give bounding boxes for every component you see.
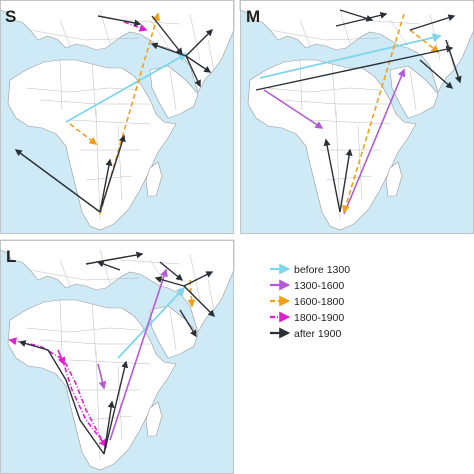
arrow — [183, 271, 214, 287]
arrow — [339, 9, 374, 22]
panel-letter-l: L — [6, 247, 16, 266]
arrow — [185, 55, 201, 88]
legend: before 1300 1300-1600 1600-1800 1800-190… — [270, 263, 350, 340]
legend-label: 1300-1600 — [294, 280, 344, 292]
arrow — [69, 123, 98, 145]
arrow — [187, 279, 196, 308]
arrow — [96, 260, 121, 271]
arrow — [179, 309, 197, 338]
arrow — [85, 251, 144, 265]
panel-m-arrows — [255, 9, 462, 215]
panel-s: S — [0, 0, 235, 235]
panel-l: L — [0, 239, 235, 474]
arrow — [409, 29, 440, 53]
arrow — [117, 286, 186, 359]
arrow — [343, 68, 406, 215]
arrow — [99, 134, 126, 213]
arrow — [99, 158, 113, 213]
panel-s-arrows — [14, 12, 213, 215]
arrow — [185, 55, 212, 73]
arrow — [335, 11, 388, 27]
arrow — [154, 276, 185, 287]
legend-item-before-1300: before 1300 — [270, 263, 350, 276]
arrow — [259, 33, 442, 79]
panel-l-arrows — [8, 251, 215, 455]
legend-item-1800-1900: 1800-1900 — [270, 311, 344, 324]
arrow — [185, 29, 213, 57]
arrow — [103, 400, 115, 455]
arrow — [18, 340, 105, 455]
legend-item-after-1900: after 1900 — [270, 327, 341, 340]
panel-letter-s: S — [5, 7, 16, 26]
arrow — [342, 13, 405, 214]
arrow — [263, 89, 324, 129]
panel-m: M — [239, 0, 474, 235]
arrow — [65, 53, 188, 123]
legend-label: before 1300 — [294, 264, 350, 276]
arrow — [409, 14, 456, 31]
legend-label: 1600-1800 — [294, 296, 344, 308]
arrow — [109, 268, 168, 441]
arrow — [14, 149, 101, 213]
legend-item-1300-1600: 1300-1600 — [270, 279, 344, 292]
arrow — [339, 148, 353, 213]
arrow — [159, 261, 184, 281]
arrow — [57, 349, 66, 366]
arrow — [183, 285, 215, 317]
arrow — [445, 39, 462, 84]
arrow — [97, 15, 142, 27]
legend-label: after 1900 — [294, 328, 341, 340]
panel-letter-m: M — [246, 7, 260, 26]
arrow — [151, 15, 183, 56]
arrow — [255, 45, 454, 91]
arrow — [323, 138, 341, 213]
arrow — [61, 357, 107, 448]
arrow — [103, 360, 129, 455]
legend-label: 1800-1900 — [294, 312, 344, 324]
arrow — [97, 363, 107, 390]
legend-item-1600-1800: 1600-1800 — [270, 295, 344, 308]
arrow — [8, 337, 107, 449]
arrow — [150, 42, 187, 57]
arrow — [419, 59, 454, 89]
